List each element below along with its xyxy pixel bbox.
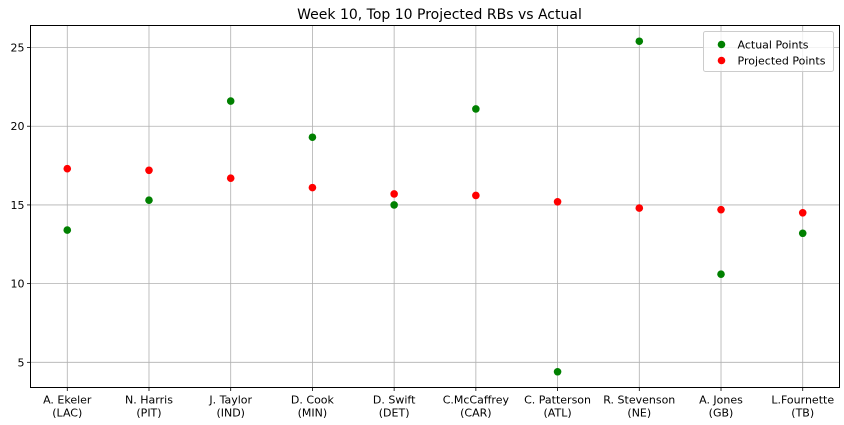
y-tick-label: 5 bbox=[18, 356, 25, 369]
grid-lines bbox=[30, 25, 840, 388]
x-tick-label: D. Cook (MIN) bbox=[291, 394, 335, 420]
projected-point bbox=[390, 190, 398, 198]
x-tick-label: C.McCaffrey (CAR) bbox=[443, 394, 510, 420]
legend: Actual Points Projected Points bbox=[703, 31, 834, 72]
x-tick-label: J. Taylor (IND) bbox=[208, 394, 252, 420]
projected-point bbox=[226, 174, 235, 182]
actual-point bbox=[635, 37, 644, 46]
actual-point bbox=[553, 367, 562, 376]
actual-point bbox=[226, 97, 235, 105]
x-tick-label: N. Harris (PIT) bbox=[125, 394, 173, 420]
legend-label: Actual Points bbox=[738, 39, 809, 52]
projected-point bbox=[308, 183, 317, 192]
y-tick-label: 10 bbox=[11, 278, 25, 291]
actual-point bbox=[717, 270, 725, 278]
x-tick-label: C. Patterson (ATL) bbox=[524, 394, 591, 420]
legend-marker bbox=[717, 40, 726, 49]
legend-marker bbox=[717, 56, 726, 65]
actual-point bbox=[308, 133, 317, 142]
legend-label: Projected Points bbox=[738, 55, 826, 68]
actual-point bbox=[390, 201, 398, 209]
x-tick-label: A. Ekeler (LAC) bbox=[43, 394, 92, 420]
projected-point bbox=[145, 166, 153, 175]
chart-title: Week 10, Top 10 Projected RBs vs Actual bbox=[297, 7, 582, 23]
actual-point bbox=[145, 196, 153, 205]
plot-area-frame bbox=[30, 25, 840, 388]
actual-point bbox=[63, 226, 72, 234]
legend-box bbox=[703, 31, 834, 72]
projected-point bbox=[553, 197, 562, 206]
x-tick-label: L.Fournette (TB) bbox=[771, 394, 834, 420]
projected-point bbox=[472, 191, 480, 200]
projected-point bbox=[798, 208, 807, 217]
projected-point bbox=[635, 204, 644, 212]
x-tick-label: A. Jones (GB) bbox=[699, 394, 743, 420]
actual-point bbox=[472, 105, 480, 113]
y-tick-label: 20 bbox=[11, 120, 25, 133]
projected-point bbox=[63, 164, 72, 173]
data-points bbox=[63, 37, 807, 376]
actual-point bbox=[798, 229, 807, 238]
x-tick-label: D. Swift (DET) bbox=[373, 394, 416, 420]
projected-point bbox=[717, 205, 725, 214]
x-tick-label: R. Stevenson (NE) bbox=[603, 394, 675, 420]
axis-ticks: A. Ekeler (LAC) N. Harris (PIT) J. Taylor (IN… bbox=[11, 42, 835, 420]
y-tick-label: 25 bbox=[11, 42, 25, 55]
y-tick-label: 15 bbox=[11, 199, 25, 212]
